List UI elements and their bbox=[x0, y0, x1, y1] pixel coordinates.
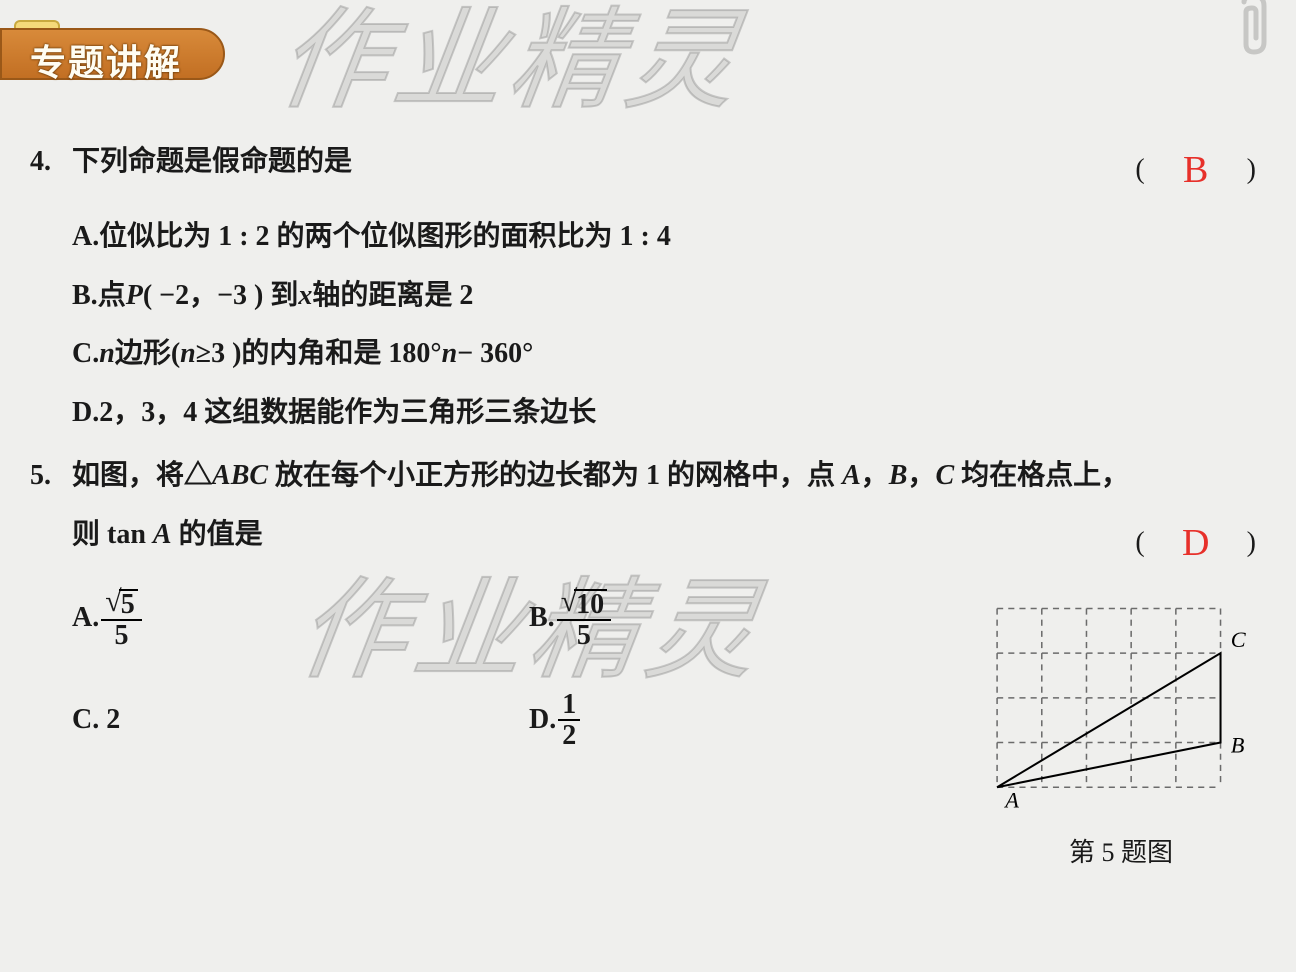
q5-option-c: C. 2 bbox=[72, 698, 529, 743]
q4-optC-label: C. bbox=[72, 332, 99, 377]
question-4: 4. 下列命题是假命题的是 ( B ) A. 位似比为 1 : 2 的两个位似图… bbox=[30, 140, 1256, 436]
q4-optC-mid2: ≥3 )的内角和是 180° bbox=[196, 332, 442, 377]
watermark-top: 作业精灵 bbox=[269, 0, 755, 130]
q5-line2-post: 的值是 bbox=[172, 519, 263, 550]
q5-optB-den: 5 bbox=[573, 621, 595, 650]
q4-optD-text: 2，3，4 这组数据能作为三角形三条边长 bbox=[99, 391, 596, 436]
q4-optB-post: 轴的距离是 2 bbox=[312, 274, 473, 319]
q4-optB-label: B. bbox=[72, 274, 98, 319]
q5-stem-A: A bbox=[842, 460, 861, 491]
q4-number: 4. bbox=[30, 140, 72, 185]
q4-optB-coords: ( −2，−3 ) 到 bbox=[143, 274, 299, 319]
q5-stem-c2: ， bbox=[907, 460, 935, 491]
q4-optB-x: x bbox=[298, 274, 312, 319]
q4-answer: B bbox=[1173, 140, 1219, 201]
q4-optC-mid1: 边形( bbox=[115, 332, 180, 377]
q4-option-a: A. 位似比为 1 : 2 的两个位似图形的面积比为 1 : 4 bbox=[72, 215, 1256, 260]
q5-grid-svg: A B C bbox=[991, 598, 1251, 818]
q5-number: 5. bbox=[30, 454, 72, 499]
q4-optC-n1: n bbox=[99, 332, 115, 377]
q5-stem-abc: ABC bbox=[212, 460, 268, 491]
svg-text:C: C bbox=[1231, 627, 1247, 652]
banner-title: 专题讲解 bbox=[30, 34, 182, 86]
q5-optB-label: B. bbox=[529, 596, 555, 641]
q4-optC-n2: n bbox=[180, 332, 196, 377]
q5-option-a: A. √5 5 bbox=[72, 588, 529, 650]
q5-option-b: B. √10 5 bbox=[529, 588, 986, 650]
q4-optC-end: − 360° bbox=[457, 332, 533, 377]
q5-stem-B: B bbox=[889, 460, 908, 491]
q4-stem: 下列命题是假命题的是 bbox=[72, 140, 352, 201]
q5-optC-text: 2 bbox=[106, 698, 120, 743]
q5-answer: D bbox=[1173, 513, 1219, 574]
q4-option-b: B. 点 P ( −2，−3 ) 到 x 轴的距离是 2 bbox=[72, 274, 1256, 319]
q5-optA-label: A. bbox=[72, 596, 99, 641]
q5-optA-frac: √5 5 bbox=[101, 588, 141, 650]
q4-optB-P: P bbox=[126, 274, 143, 319]
q5-body: A. √5 5 B. √10 5 bbox=[30, 588, 1256, 874]
q4-answer-slot: ( B ) bbox=[1135, 140, 1256, 201]
q4-optA-text: 位似比为 1 : 2 的两个位似图形的面积比为 1 : 4 bbox=[99, 215, 671, 260]
q5-answer-slot: ( D ) bbox=[1135, 513, 1256, 574]
section-banner: 专题讲解 bbox=[0, 20, 230, 90]
q5-stem-pre: 如图，将△ bbox=[72, 460, 212, 491]
paper-clip-icon bbox=[1224, 0, 1284, 64]
q5-stem-post: 均在格点上， bbox=[954, 460, 1129, 491]
q5-optA-num: 5 bbox=[119, 589, 138, 619]
q5-optC-label: C. bbox=[72, 698, 99, 743]
q5-options: A. √5 5 B. √10 5 bbox=[72, 588, 986, 751]
question-5: 5. 如图，将△ABC 放在每个小正方形的边长都为 1 的网格中，点 A，B，C… bbox=[30, 454, 1256, 873]
q5-optD-label: D. bbox=[529, 698, 556, 743]
q4-option-d: D. 2，3，4 这组数据能作为三角形三条边长 bbox=[72, 391, 1256, 436]
q4-optB-pre: 点 bbox=[98, 274, 126, 319]
q4-option-c: C. n 边形( n ≥3 )的内角和是 180° n − 360° bbox=[72, 332, 1256, 377]
q5-optB-num: 10 bbox=[574, 589, 607, 619]
q5-line2: 则 tan A 的值是 ( D ) bbox=[72, 513, 1256, 574]
q5-stem-C: C bbox=[935, 460, 954, 491]
q5-stem: 如图，将△ABC 放在每个小正方形的边长都为 1 的网格中，点 A，B，C 均在… bbox=[72, 454, 1256, 499]
q5-option-d: D. 1 2 bbox=[529, 690, 986, 751]
q5-optA-den: 5 bbox=[110, 621, 132, 650]
q4-optD-label: D. bbox=[72, 391, 99, 436]
q5-line2-A: A bbox=[153, 519, 172, 550]
q4-options: A. 位似比为 1 : 2 的两个位似图形的面积比为 1 : 4 B. 点 P … bbox=[72, 215, 1256, 436]
content-area: 4. 下列命题是假命题的是 ( B ) A. 位似比为 1 : 2 的两个位似图… bbox=[30, 140, 1256, 891]
q5-stem-mid: 放在每个小正方形的边长都为 1 的网格中，点 bbox=[268, 460, 842, 491]
q5-stem-c1: ， bbox=[861, 460, 889, 491]
q5-optD-num: 1 bbox=[558, 690, 580, 721]
svg-text:B: B bbox=[1231, 732, 1245, 757]
q5-optD-den: 2 bbox=[558, 721, 580, 750]
q4-stem-line: 下列命题是假命题的是 ( B ) bbox=[72, 140, 1256, 201]
q5-line2-pre: 则 tan bbox=[72, 519, 153, 550]
q4-optA-label: A. bbox=[72, 215, 99, 260]
svg-text:A: A bbox=[1003, 787, 1019, 812]
q5-optD-frac: 1 2 bbox=[558, 690, 580, 751]
q4-optC-n3: n bbox=[442, 332, 458, 377]
q5-figure: A B C 第 5 题图 bbox=[986, 598, 1256, 874]
q5-optB-frac: √10 5 bbox=[557, 588, 611, 650]
q5-caption: 第 5 题图 bbox=[986, 832, 1256, 874]
